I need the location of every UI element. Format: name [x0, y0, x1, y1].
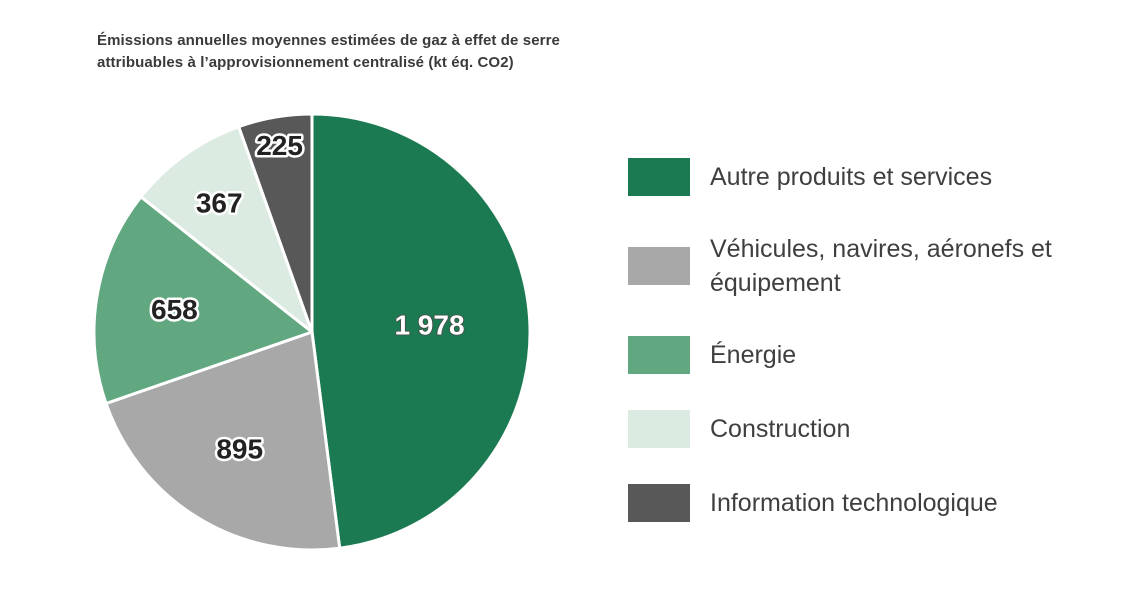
pie-chart-svg: 1 978 895 658 367 225 [92, 112, 532, 552]
slice-value-label: 1 978 [394, 310, 464, 341]
legend: Autre produits et services Véhicules, na… [628, 158, 1098, 522]
chart-title-line2: attribuables à l’approvisionnement centr… [97, 54, 514, 71]
legend-item: Énergie [628, 336, 1098, 374]
pie-slice-3 [92, 195, 314, 405]
legend-label: Énergie [710, 341, 797, 369]
slice-value-label: 895 [216, 434, 263, 465]
legend-item: Véhicules, navires, aéronefs et équipeme… [628, 232, 1098, 300]
legend-label: Véhicules, navires, aéronefs et équipeme… [710, 235, 1052, 297]
pie-slice-5 [237, 112, 314, 334]
pie-slice-4 [139, 125, 314, 334]
legend-item: Information technologique [628, 484, 1098, 522]
slice-value-label: 225 [256, 130, 303, 161]
chart-title: Émissions annuelles moyennes estimées de… [97, 30, 560, 74]
legend-label: Information technologique [710, 489, 998, 517]
legend-label: Autre produits et services [710, 163, 993, 191]
legend-swatch [628, 158, 690, 196]
legend-label: Construction [710, 415, 851, 443]
pie-slice-2 [104, 330, 342, 552]
legend-item: Construction [628, 410, 1098, 448]
legend-swatch [628, 247, 690, 285]
legend-item: Autre produits et services [628, 158, 1098, 196]
pie-slice-1 [310, 112, 532, 550]
legend-swatch [628, 484, 690, 522]
chart-title-line1: Émissions annuelles moyennes estimées de… [97, 32, 560, 49]
slice-value-label: 658 [151, 294, 198, 325]
pie-chart: 1 978 895 658 367 225 [90, 110, 534, 554]
slice-value-label: 367 [196, 188, 243, 219]
legend-swatch [628, 410, 690, 448]
legend-swatch [628, 336, 690, 374]
